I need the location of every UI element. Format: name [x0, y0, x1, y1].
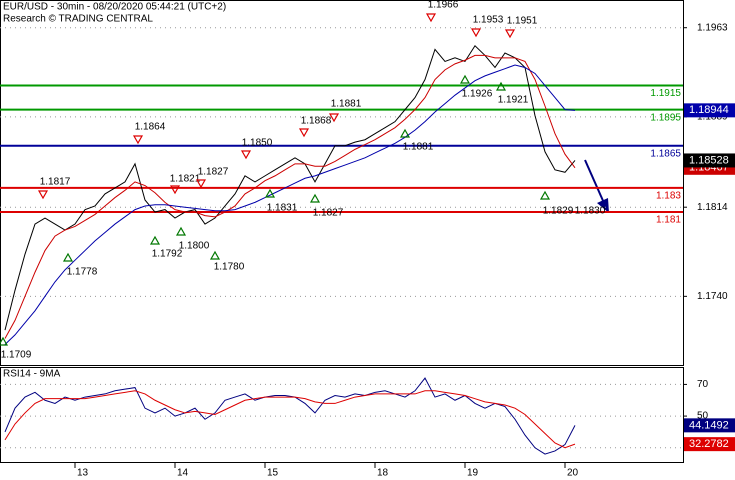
annotation-label: 1.1850	[242, 138, 273, 149]
annotation-marker	[37, 190, 49, 200]
level-label: 1.1865	[650, 148, 681, 159]
y-tick-label: 70	[697, 379, 709, 390]
annotation-label: 1.1827	[198, 167, 229, 178]
annotation-marker	[425, 13, 437, 23]
y-tick-label: 1.1963	[697, 22, 728, 33]
annotation-label: 1.1800	[179, 241, 210, 252]
annotation-marker	[298, 128, 310, 138]
annotation-label: 1.1709	[1, 350, 32, 361]
value-box-label: 1.18944	[689, 104, 729, 116]
annotation-marker	[470, 28, 482, 38]
y-tick-label: 1.1740	[697, 291, 728, 302]
x-tick-label: 15	[267, 468, 279, 479]
annotation-marker	[169, 185, 181, 195]
value-box	[684, 437, 735, 452]
series-line	[4, 377, 576, 455]
annotation-label: 1.1829	[543, 206, 574, 217]
value-box-label: 1.18528	[689, 154, 729, 166]
annotation-marker	[195, 179, 207, 189]
y-tick-label: 50	[697, 411, 709, 422]
value-box	[684, 153, 735, 168]
annotation-label: 1.1951	[507, 16, 538, 27]
value-box-label: 44.1492	[689, 419, 729, 431]
series-line	[4, 390, 576, 449]
annotation-marker	[209, 250, 221, 260]
level-label: 1.1915	[650, 88, 681, 99]
annotation-label: 1.1831	[267, 203, 298, 214]
annotation-label: 1.1868	[301, 116, 332, 127]
x-tick-label: 19	[467, 468, 479, 479]
x-tick-label: 18	[377, 468, 389, 479]
forecast-arrow-head	[597, 198, 609, 213]
annotation-marker	[328, 113, 340, 123]
level-label: 1.181	[656, 215, 681, 226]
annotation-marker	[240, 150, 252, 160]
annotation-label: 1.1792	[152, 249, 183, 260]
annotation-label: 1.1966	[428, 0, 459, 11]
annotation-marker	[495, 81, 507, 91]
annotation-label: 1.1830	[575, 206, 606, 217]
annotation-marker	[132, 135, 144, 145]
annotation-marker	[399, 128, 411, 138]
y-tick-label: 1.1814	[697, 202, 728, 213]
annotation-label: 1.1921	[498, 95, 529, 106]
annotation-marker	[264, 188, 276, 198]
annotation-label: 1.1778	[67, 267, 98, 278]
x-tick-label: 13	[77, 468, 89, 479]
x-tick-label: 20	[567, 468, 579, 479]
value-box	[684, 103, 735, 118]
annotation-label: 1.1864	[135, 122, 166, 133]
annotation-label: 1.1817	[40, 177, 71, 188]
level-label: 1.183	[656, 191, 681, 202]
annotation-marker	[459, 74, 471, 84]
price-panel	[0, 0, 684, 366]
annotation-label: 1.1821	[170, 174, 201, 185]
annotation-marker	[175, 226, 187, 236]
rsi-panel	[0, 367, 684, 463]
value-box-label: 32.2782	[689, 438, 729, 450]
x-tick-label: 14	[177, 468, 189, 479]
level-label: 1.1895	[650, 112, 681, 123]
chart-title: EUR/USD - 30min - 08/20/2020 05:44:21 (U…	[3, 2, 226, 13]
annotation-marker	[0, 336, 9, 346]
annotation-label: 1.1827	[313, 208, 344, 219]
annotation-label: 1.1953	[473, 15, 504, 26]
annotation-label: 1.1881	[331, 99, 362, 110]
annotation-label: 1.1881	[403, 142, 434, 153]
series-line	[4, 44, 576, 331]
annotation-label: 1.1780	[214, 262, 245, 273]
forecast-arrow	[584, 159, 605, 204]
series-line	[4, 54, 576, 339]
annotation-marker	[309, 193, 321, 203]
series-line	[4, 64, 576, 345]
annotation-marker	[504, 29, 516, 39]
rsi-title: RSI14 - 9MA	[3, 369, 61, 380]
annotation-label: 1.1926	[462, 89, 493, 100]
annotation-marker	[539, 190, 551, 200]
annotation-marker	[149, 235, 161, 245]
annotation-marker	[62, 252, 74, 262]
value-box	[684, 418, 735, 433]
chart-subtitle: Research © TRADING CENTRAL	[3, 14, 153, 25]
